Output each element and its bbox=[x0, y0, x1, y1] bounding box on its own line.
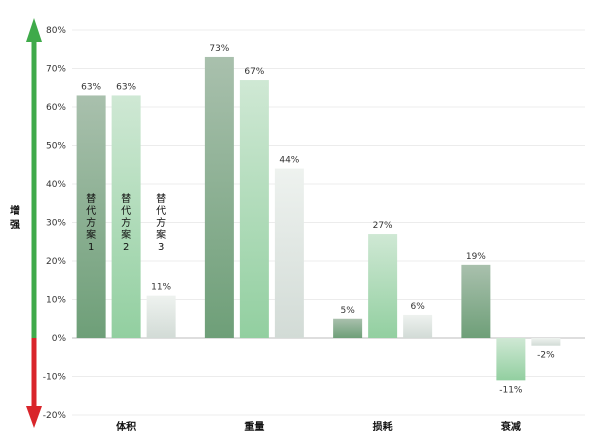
category-label: 体积 bbox=[116, 420, 136, 433]
in-bar-label: 方 bbox=[121, 216, 131, 229]
in-bar-label: 1 bbox=[88, 242, 94, 253]
y-tick-label: 20% bbox=[46, 257, 66, 267]
side-label-char: 强 bbox=[10, 219, 20, 231]
bar bbox=[274, 168, 304, 338]
data-label: 6% bbox=[410, 302, 425, 312]
in-bar-label: 案 bbox=[121, 228, 131, 241]
side-label: 增强 bbox=[10, 204, 20, 231]
bar bbox=[333, 318, 363, 338]
bar bbox=[531, 338, 561, 346]
y-tick-label: 40% bbox=[46, 180, 66, 190]
bar bbox=[146, 295, 176, 338]
bar bbox=[239, 80, 269, 339]
bars bbox=[76, 56, 561, 381]
data-label: 27% bbox=[373, 221, 393, 231]
bar bbox=[496, 338, 526, 381]
arrow-up-head bbox=[26, 18, 42, 42]
data-label: 44% bbox=[279, 156, 299, 166]
data-label: -11% bbox=[499, 385, 523, 395]
data-label: 73% bbox=[209, 44, 229, 54]
y-tick-label: 30% bbox=[46, 219, 66, 229]
y-tick-label: 70% bbox=[46, 65, 66, 75]
bar bbox=[368, 234, 398, 338]
y-tick-label: 50% bbox=[46, 142, 66, 152]
bar bbox=[111, 95, 141, 338]
category-label: 损耗 bbox=[373, 420, 393, 433]
bar bbox=[204, 56, 234, 338]
data-label: 63% bbox=[81, 82, 101, 92]
in-bar-label: 案 bbox=[156, 228, 166, 241]
category-label: 重量 bbox=[244, 420, 264, 433]
data-label: 63% bbox=[116, 82, 136, 92]
data-label: 19% bbox=[466, 252, 486, 262]
y-tick-label: -20% bbox=[43, 411, 67, 421]
category-labels: 体积 重量 损耗 衰减 bbox=[116, 420, 521, 433]
in-bar-label: 代 bbox=[86, 205, 96, 217]
bar bbox=[403, 314, 433, 338]
y-axis: -20% -10% 0% 10% 20% 30% 40% 50% 60% 70% 80% bbox=[43, 26, 67, 421]
data-label: 67% bbox=[244, 67, 264, 77]
data-label: -2% bbox=[537, 351, 555, 361]
in-bar-label: 方 bbox=[86, 216, 96, 229]
in-bar-label: 案 bbox=[86, 228, 96, 241]
in-bar-label: 2 bbox=[123, 242, 129, 253]
data-label: 5% bbox=[340, 306, 355, 316]
in-bar-label: 代 bbox=[156, 205, 166, 217]
category-label: 衰减 bbox=[500, 420, 521, 433]
in-bar-label: 代 bbox=[121, 205, 131, 217]
in-bar-label: 替 bbox=[156, 192, 166, 205]
in-bar-label: 3 bbox=[158, 242, 164, 253]
data-labels: 63% 63% 11% 73% 67% 44% 5% 27% 6% 19% -11% -2% bbox=[81, 44, 555, 395]
data-label: 11% bbox=[151, 283, 171, 293]
in-bar-label: 替 bbox=[121, 192, 131, 205]
y-tick-label: -10% bbox=[43, 373, 67, 383]
y-tick-label: 80% bbox=[46, 26, 66, 36]
in-bar-label: 替 bbox=[86, 192, 96, 205]
in-bar-label: 方 bbox=[156, 216, 166, 229]
bar bbox=[461, 264, 491, 338]
side-label-char: 增 bbox=[10, 204, 20, 217]
y-tick-label: 10% bbox=[46, 296, 66, 306]
arrow-down-head bbox=[26, 406, 42, 428]
y-tick-label: 60% bbox=[46, 103, 66, 113]
strength-arrow bbox=[26, 18, 42, 428]
bar bbox=[76, 95, 106, 338]
y-tick-label: 0% bbox=[52, 334, 67, 344]
